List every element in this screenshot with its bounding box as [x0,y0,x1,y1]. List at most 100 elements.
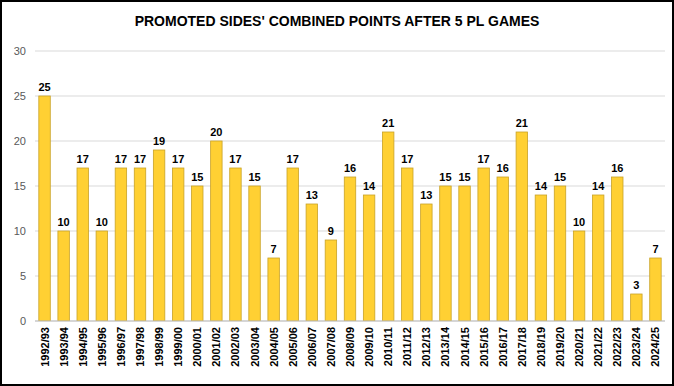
y-tick-label: 0 [20,315,26,327]
bar [535,195,546,321]
data-label: 10 [58,216,70,228]
bar [287,168,298,321]
bar [134,168,145,321]
x-tick-label: 2007/08 [325,327,337,367]
bar [554,186,565,321]
x-tick-label: 2000/01 [191,327,203,367]
data-label: 15 [554,171,566,183]
x-tick-label: 2022/23 [611,327,623,367]
grid-line [35,51,665,52]
grid-line [35,321,665,322]
x-axis [35,321,665,322]
data-label: 25 [38,81,50,93]
y-tick-label: 20 [14,135,26,147]
data-label: 15 [191,171,203,183]
y-tick-label: 25 [14,90,26,102]
bar [58,231,69,321]
data-label: 19 [153,135,165,147]
x-tick-label: 2005/06 [287,327,299,367]
bar [268,258,279,321]
x-tick-label: 2017/18 [516,327,528,367]
chart: PROMOTED SIDES' COMBINED POINTS AFTER 5 … [0,0,674,386]
data-label: 17 [115,153,127,165]
data-label: 15 [439,171,451,183]
bar [631,294,642,321]
data-label: 17 [134,153,146,165]
bar [402,168,413,321]
grid-line [35,141,665,142]
data-label: 13 [306,189,318,201]
x-tick-label: 2015/16 [478,327,490,367]
x-tick-label: 2002/03 [229,327,241,367]
title: PROMOTED SIDES' COMBINED POINTS AFTER 5 … [135,13,540,29]
bar [363,195,374,321]
data-label: 14 [592,180,605,192]
data-label: 13 [420,189,432,201]
bar [344,177,355,321]
x-tick-label: 2016/17 [497,327,509,367]
x-tick-label: 2021/22 [592,327,604,367]
x-tick-label: 2008/09 [344,327,356,367]
x-tick-label: 1998/99 [153,327,165,367]
bar [172,168,183,321]
x-tick-label: 2023/24 [630,326,642,367]
data-label: 14 [535,180,548,192]
data-label: 21 [382,117,394,129]
data-label: 10 [96,216,108,228]
y-tick-label: 5 [20,270,26,282]
x-tick-label: 2024/25 [649,327,661,367]
bar [421,204,432,321]
data-label: 17 [478,153,490,165]
bar [39,96,50,321]
bar [211,141,222,321]
data-label: 16 [344,162,356,174]
bar [96,231,107,321]
bar [153,150,164,321]
x-tick-label: 1994/95 [77,327,89,367]
bar [592,195,603,321]
bar [516,132,527,321]
bar [230,168,241,321]
x-tick-label: 2010/11 [382,327,394,366]
x-tick-label: 2012/13 [420,327,432,367]
x-tick-label: 2009/10 [363,327,375,367]
data-label: 20 [210,126,222,138]
bar [77,168,88,321]
x-tick-label: 2003/04 [249,326,261,367]
x-tick-label: 2001/02 [210,327,222,367]
data-label: 15 [458,171,470,183]
data-label: 14 [363,180,376,192]
bar [440,186,451,321]
x-tick-label: 1996/97 [115,327,127,367]
x-tick-label: 2018/19 [535,327,547,367]
x-tick-label: 1993/94 [58,326,70,367]
bar [382,132,393,321]
data-label: 9 [328,225,334,237]
bar [650,258,661,321]
x-tick-label: 1992/93 [39,327,51,367]
bar [478,168,489,321]
chart-border [1,1,673,385]
bar [115,168,126,321]
bar [325,240,336,321]
data-label: 7 [271,243,277,255]
x-tick-label: 2011/12 [401,327,413,366]
bar [612,177,623,321]
x-tick-label: 2013/14 [439,326,451,367]
grid-line [35,96,665,97]
y-tick-label: 30 [14,45,26,57]
x-tick-label: 2019/20 [554,327,566,367]
y-tick-label: 15 [14,180,26,192]
bar [459,186,470,321]
x-tick-label: 1995/96 [96,327,108,367]
data-label: 17 [229,153,241,165]
data-label: 17 [172,153,184,165]
x-tick-label: 2006/07 [306,327,318,367]
bar [249,186,260,321]
data-label: 10 [573,216,585,228]
x-tick-label: 2020/21 [573,327,585,367]
x-tick-label: 1999/00 [172,327,184,367]
data-label: 17 [287,153,299,165]
bar [192,186,203,321]
data-label: 17 [401,153,413,165]
